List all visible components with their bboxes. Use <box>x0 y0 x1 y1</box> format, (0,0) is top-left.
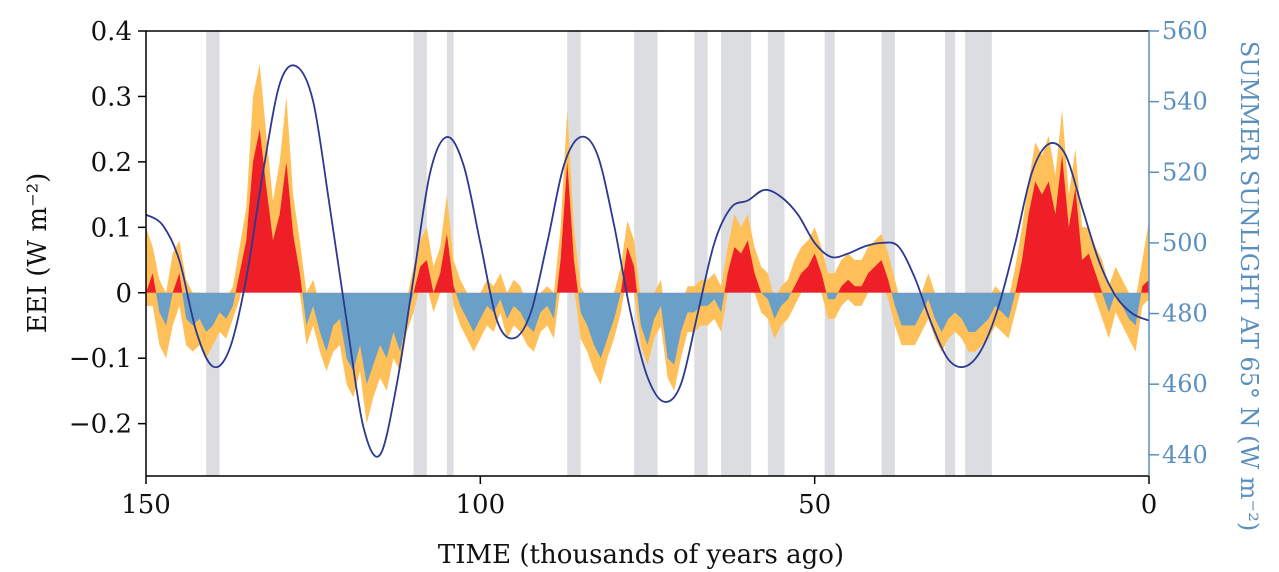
gray-band-5 <box>694 31 708 476</box>
x-tick-label-2: 50 <box>798 490 831 520</box>
insolation-line-layer <box>145 64 1150 458</box>
axes-frame <box>145 30 1150 477</box>
y-tick-label-1: 0.3 <box>91 82 132 112</box>
y2-tick-label-2: 520 <box>1162 158 1208 186</box>
gray-band-9 <box>881 31 895 476</box>
gray-band-11 <box>965 31 992 476</box>
gray-band-0 <box>206 31 220 476</box>
y-tick-label-0: 0.4 <box>91 17 132 47</box>
y2-tick-label-4: 480 <box>1162 300 1208 328</box>
y2-tick-label-1: 540 <box>1162 88 1208 116</box>
y-axis-title: EEI (W m⁻²) <box>23 173 53 334</box>
y-tick-label-5: −0.1 <box>69 344 132 374</box>
x-tick-label-3: 0 <box>1141 490 1158 520</box>
y2-tick-label-0: 560 <box>1162 17 1208 45</box>
y-tick-label-3: 0.1 <box>91 213 132 243</box>
y2-tick-label-6: 440 <box>1162 441 1208 469</box>
x-axis-title: TIME (thousands of years ago) <box>438 540 844 570</box>
y2-axis-title: SUMMER SUNLIGHT AT 65° N (W m⁻²) <box>1235 41 1263 531</box>
x-tick-label-0: 150 <box>121 490 171 520</box>
gray-band-7 <box>767 31 785 476</box>
y-tick-label-4: 0 <box>115 279 132 309</box>
y2-tick-label-5: 460 <box>1162 370 1208 398</box>
gray-band-4 <box>634 31 658 476</box>
eei-negative-area <box>146 292 1149 385</box>
gray-band-10 <box>945 31 956 476</box>
y-tick-label-6: −0.2 <box>69 410 132 440</box>
y2-tick-label-3: 500 <box>1162 229 1208 257</box>
gray-band-8 <box>824 31 835 476</box>
y-tick-label-2: 0.2 <box>91 148 132 178</box>
x-tick-label-1: 100 <box>456 490 506 520</box>
insolation-line <box>145 64 1150 458</box>
